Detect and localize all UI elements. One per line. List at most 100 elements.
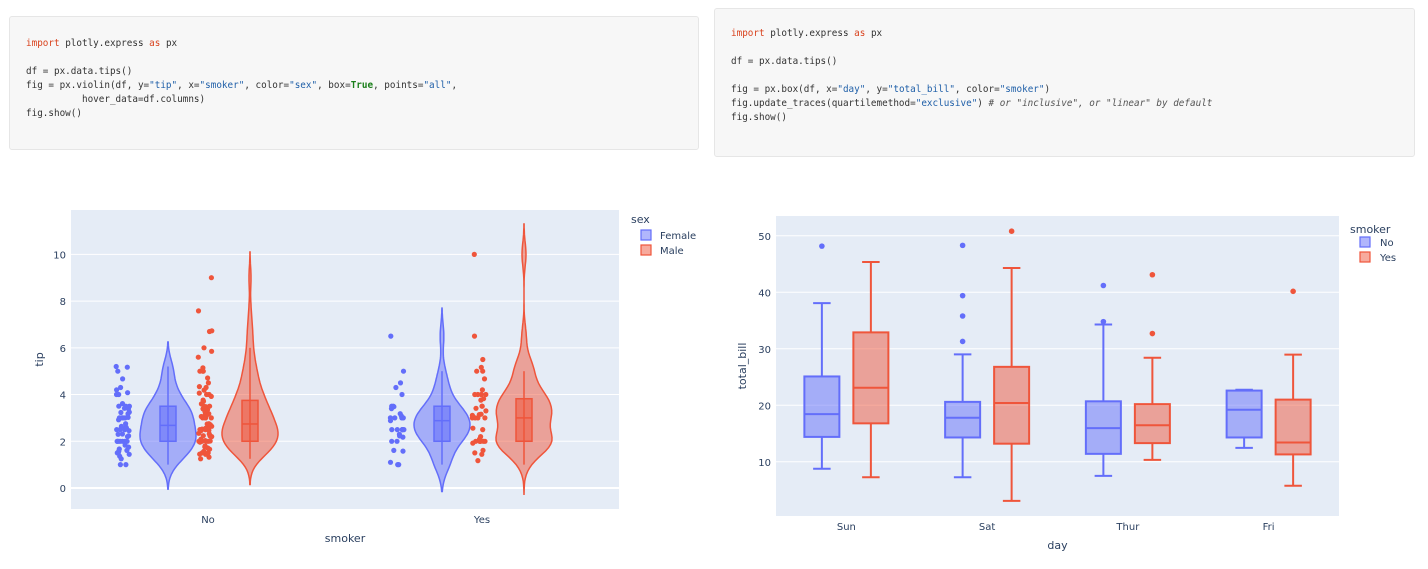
- data-point: [198, 456, 204, 462]
- data-point: [123, 421, 129, 427]
- data-point: [114, 387, 120, 393]
- legend-swatch-male: [640, 244, 652, 256]
- legend-swatch-female: [640, 229, 652, 241]
- data-point: [200, 397, 206, 403]
- data-point: [118, 423, 124, 429]
- code-line: df = px.data.tips(): [731, 55, 1414, 69]
- code-token: "smoker": [999, 84, 1045, 95]
- data-point: [481, 396, 487, 402]
- y-tick-label: 10: [53, 250, 66, 261]
- box-no-sat: [944, 400, 982, 439]
- data-point: [387, 415, 393, 421]
- violin-box: [515, 397, 533, 443]
- data-point: [473, 405, 479, 411]
- data-point: [196, 390, 202, 396]
- data-point: [394, 438, 400, 444]
- x-tick-label: Sat: [979, 522, 995, 533]
- data-point: [393, 384, 399, 391]
- outlier-point: [959, 242, 966, 249]
- outlier-point: [1100, 318, 1107, 325]
- y-tick-label: 6: [60, 344, 66, 355]
- data-point: [399, 391, 405, 398]
- data-point: [482, 415, 488, 421]
- outlier-point: [1008, 228, 1015, 234]
- y-tick-label: 10: [758, 458, 771, 469]
- data-point: [195, 308, 202, 314]
- code-token: fig = px.violin(df, y=: [26, 80, 150, 91]
- code-token: px: [160, 38, 178, 49]
- code-token: as: [854, 28, 866, 39]
- data-point: [397, 411, 403, 417]
- data-point: [483, 391, 489, 398]
- legend-title: smoker: [1350, 223, 1391, 236]
- code-token: "exclusive": [915, 98, 978, 109]
- data-point: [480, 356, 486, 363]
- data-point: [122, 438, 128, 444]
- box-yes-sun: [852, 331, 890, 425]
- data-point: [208, 275, 214, 281]
- data-point: [471, 333, 478, 339]
- data-point: [207, 438, 213, 444]
- code-token: "smoker": [199, 80, 245, 91]
- data-point: [400, 368, 407, 374]
- legend-entry-female: Female: [660, 231, 696, 242]
- data-point: [474, 368, 480, 374]
- data-point: [387, 459, 394, 465]
- data-point: [116, 446, 122, 452]
- code-token: fig.show(): [731, 112, 787, 123]
- y-tick-label: 2: [60, 437, 66, 448]
- data-point: [469, 412, 475, 418]
- box-yes-thur: [1133, 403, 1171, 445]
- y-axis-title: tip: [33, 352, 46, 366]
- code-token: ,: [451, 80, 458, 91]
- data-point: [389, 438, 395, 444]
- data-point: [480, 427, 486, 433]
- data-point: [125, 414, 131, 420]
- code-token: import: [731, 28, 765, 39]
- code-block-box: import plotly.express as px df = px.data.…: [714, 8, 1415, 157]
- code-token: as: [149, 38, 161, 49]
- x-axis-title: smoker: [325, 532, 366, 545]
- data-point: [205, 375, 211, 381]
- data-point: [397, 380, 404, 386]
- legend-entry-male: Male: [660, 246, 684, 257]
- data-point: [116, 391, 122, 398]
- y-tick-label: 8: [60, 297, 66, 308]
- data-point: [479, 451, 485, 457]
- data-point: [392, 415, 398, 421]
- data-point: [119, 431, 125, 437]
- data-point: [471, 251, 477, 257]
- code-token: fig = px.box(df, x=: [731, 84, 838, 95]
- legend-entry-no: No: [1380, 238, 1394, 249]
- code-token: , color=: [244, 80, 290, 91]
- data-point: [481, 376, 488, 382]
- violin-box: [159, 405, 177, 443]
- data-point: [472, 450, 478, 456]
- y-tick-label: 50: [758, 232, 771, 243]
- box-yes-sat: [993, 365, 1031, 445]
- data-point: [207, 403, 213, 409]
- y-axis-title: total_bill: [736, 343, 749, 390]
- violin-box: [241, 399, 259, 443]
- code-token: df = px.data.tips(): [26, 66, 133, 77]
- code-line: hover_data=df.columns): [26, 93, 698, 107]
- x-tick-label: No: [201, 515, 215, 526]
- code-line: fig.show(): [731, 111, 1414, 125]
- code-token: "total_bill": [887, 84, 955, 95]
- code-token: , color=: [954, 84, 1000, 95]
- legend-swatch-yes: [1359, 251, 1371, 263]
- data-point: [200, 365, 206, 371]
- data-point: [480, 447, 486, 453]
- data-point: [479, 387, 485, 393]
- data-point: [389, 427, 395, 433]
- outlier-point: [1100, 282, 1107, 289]
- code-token: True: [350, 80, 374, 91]
- data-point: [478, 411, 484, 417]
- data-point: [117, 462, 123, 468]
- code-token: hover_data=df.columns): [26, 94, 206, 105]
- outlier-point: [1149, 330, 1156, 337]
- data-point: [394, 427, 400, 433]
- code-line: fig.update_traces(quartilemethod="exclus…: [731, 97, 1414, 111]
- data-point: [198, 413, 204, 420]
- data-point: [115, 368, 121, 374]
